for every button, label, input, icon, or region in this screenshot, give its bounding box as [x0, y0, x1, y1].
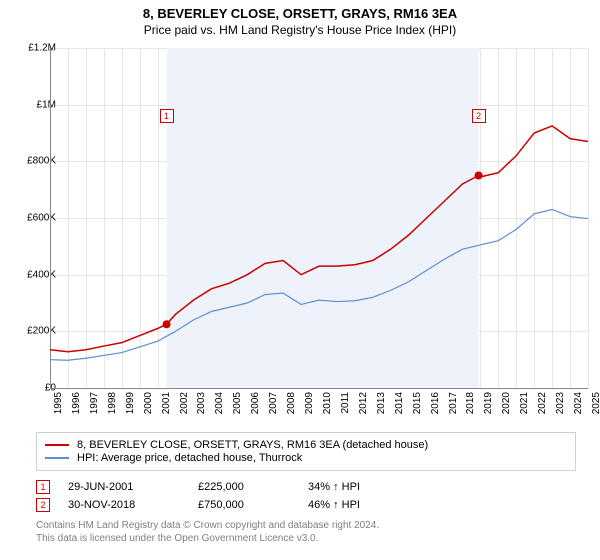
x-axis-label: 1996: [71, 392, 82, 414]
x-axis-label: 2002: [179, 392, 190, 414]
x-axis-label: 2017: [448, 392, 459, 414]
x-axis-label: 2013: [376, 392, 387, 414]
chart-title: 8, BEVERLEY CLOSE, ORSETT, GRAYS, RM16 3…: [0, 6, 600, 21]
x-axis-label: 1998: [107, 392, 118, 414]
x-axis-label: 2024: [573, 392, 584, 414]
x-axis-label: 2014: [394, 392, 405, 414]
x-axis-label: 2011: [340, 392, 351, 414]
x-axis-label: 2021: [519, 392, 530, 414]
x-axis-label: 2018: [465, 392, 476, 414]
sale-pct-vs-hpi: 46% ↑ HPI: [308, 499, 378, 511]
sale-price: £225,000: [198, 481, 308, 493]
x-axis-line: [50, 388, 588, 389]
x-axis-label: 2009: [304, 392, 315, 414]
sale-pct-vs-hpi: 34% ↑ HPI: [308, 481, 378, 493]
x-axis-label: 2008: [286, 392, 297, 414]
sale-point-1: [163, 320, 171, 328]
gridline-v: [588, 48, 589, 388]
footer-line-2: This data is licensed under the Open Gov…: [36, 533, 379, 546]
x-axis-label: 2010: [322, 392, 333, 414]
x-axis-label: 2015: [412, 392, 423, 414]
sale-row-2: 2 30-NOV-2018£750,00046% ↑ HPI: [36, 496, 378, 514]
shaded-ownership-region: [167, 48, 479, 388]
footer-attribution: Contains HM Land Registry data © Crown c…: [36, 520, 379, 545]
legend-row: HPI: Average price, detached house, Thur…: [45, 452, 567, 464]
x-axis-label: 2022: [537, 392, 548, 414]
x-axis-label: 1997: [89, 392, 100, 414]
footer-line-1: Contains HM Land Registry data © Crown c…: [36, 520, 379, 533]
x-axis-label: 2019: [483, 392, 494, 414]
x-axis-label: 1999: [125, 392, 136, 414]
x-axis-label: 2005: [232, 392, 243, 414]
legend-swatch: [45, 457, 69, 459]
sale-marker-2: 2: [36, 498, 50, 512]
x-axis-label: 2000: [143, 392, 154, 414]
x-axis-label: 2025: [591, 392, 600, 414]
sale-price: £750,000: [198, 499, 308, 511]
chart-marker-2: 2: [472, 109, 486, 123]
sales-table: 1 29-JUN-2001£225,00034% ↑ HPI 2 30-NOV-201…: [36, 478, 378, 514]
x-axis-label: 2012: [358, 392, 369, 414]
chart-marker-1: 1: [160, 109, 174, 123]
legend-label: HPI: Average price, detached house, Thur…: [77, 452, 302, 464]
sale-date: 29-JUN-2001: [68, 481, 198, 493]
legend-swatch: [45, 444, 69, 446]
x-axis-label: 2003: [196, 392, 207, 414]
x-axis-label: 1995: [53, 392, 64, 414]
legend-box: 8, BEVERLEY CLOSE, ORSETT, GRAYS, RM16 3…: [36, 432, 576, 471]
x-axis-label: 2020: [501, 392, 512, 414]
chart-area: [50, 48, 588, 388]
x-axis-label: 2004: [214, 392, 225, 414]
legend-row: 8, BEVERLEY CLOSE, ORSETT, GRAYS, RM16 3…: [45, 439, 567, 451]
plot-svg: [50, 48, 588, 388]
x-axis-label: 2016: [430, 392, 441, 414]
legend-label: 8, BEVERLEY CLOSE, ORSETT, GRAYS, RM16 3…: [77, 439, 428, 451]
sale-point-2: [475, 172, 483, 180]
x-axis-label: 2001: [161, 392, 172, 414]
sale-row-1: 1 29-JUN-2001£225,00034% ↑ HPI: [36, 478, 378, 496]
x-axis-label: 2006: [250, 392, 261, 414]
x-axis-label: 2007: [268, 392, 279, 414]
sale-date: 30-NOV-2018: [68, 499, 198, 511]
sale-marker-1: 1: [36, 480, 50, 494]
title-block: 8, BEVERLEY CLOSE, ORSETT, GRAYS, RM16 3…: [0, 0, 600, 37]
x-axis-label: 2023: [555, 392, 566, 414]
chart-subtitle: Price paid vs. HM Land Registry's House …: [0, 23, 600, 37]
